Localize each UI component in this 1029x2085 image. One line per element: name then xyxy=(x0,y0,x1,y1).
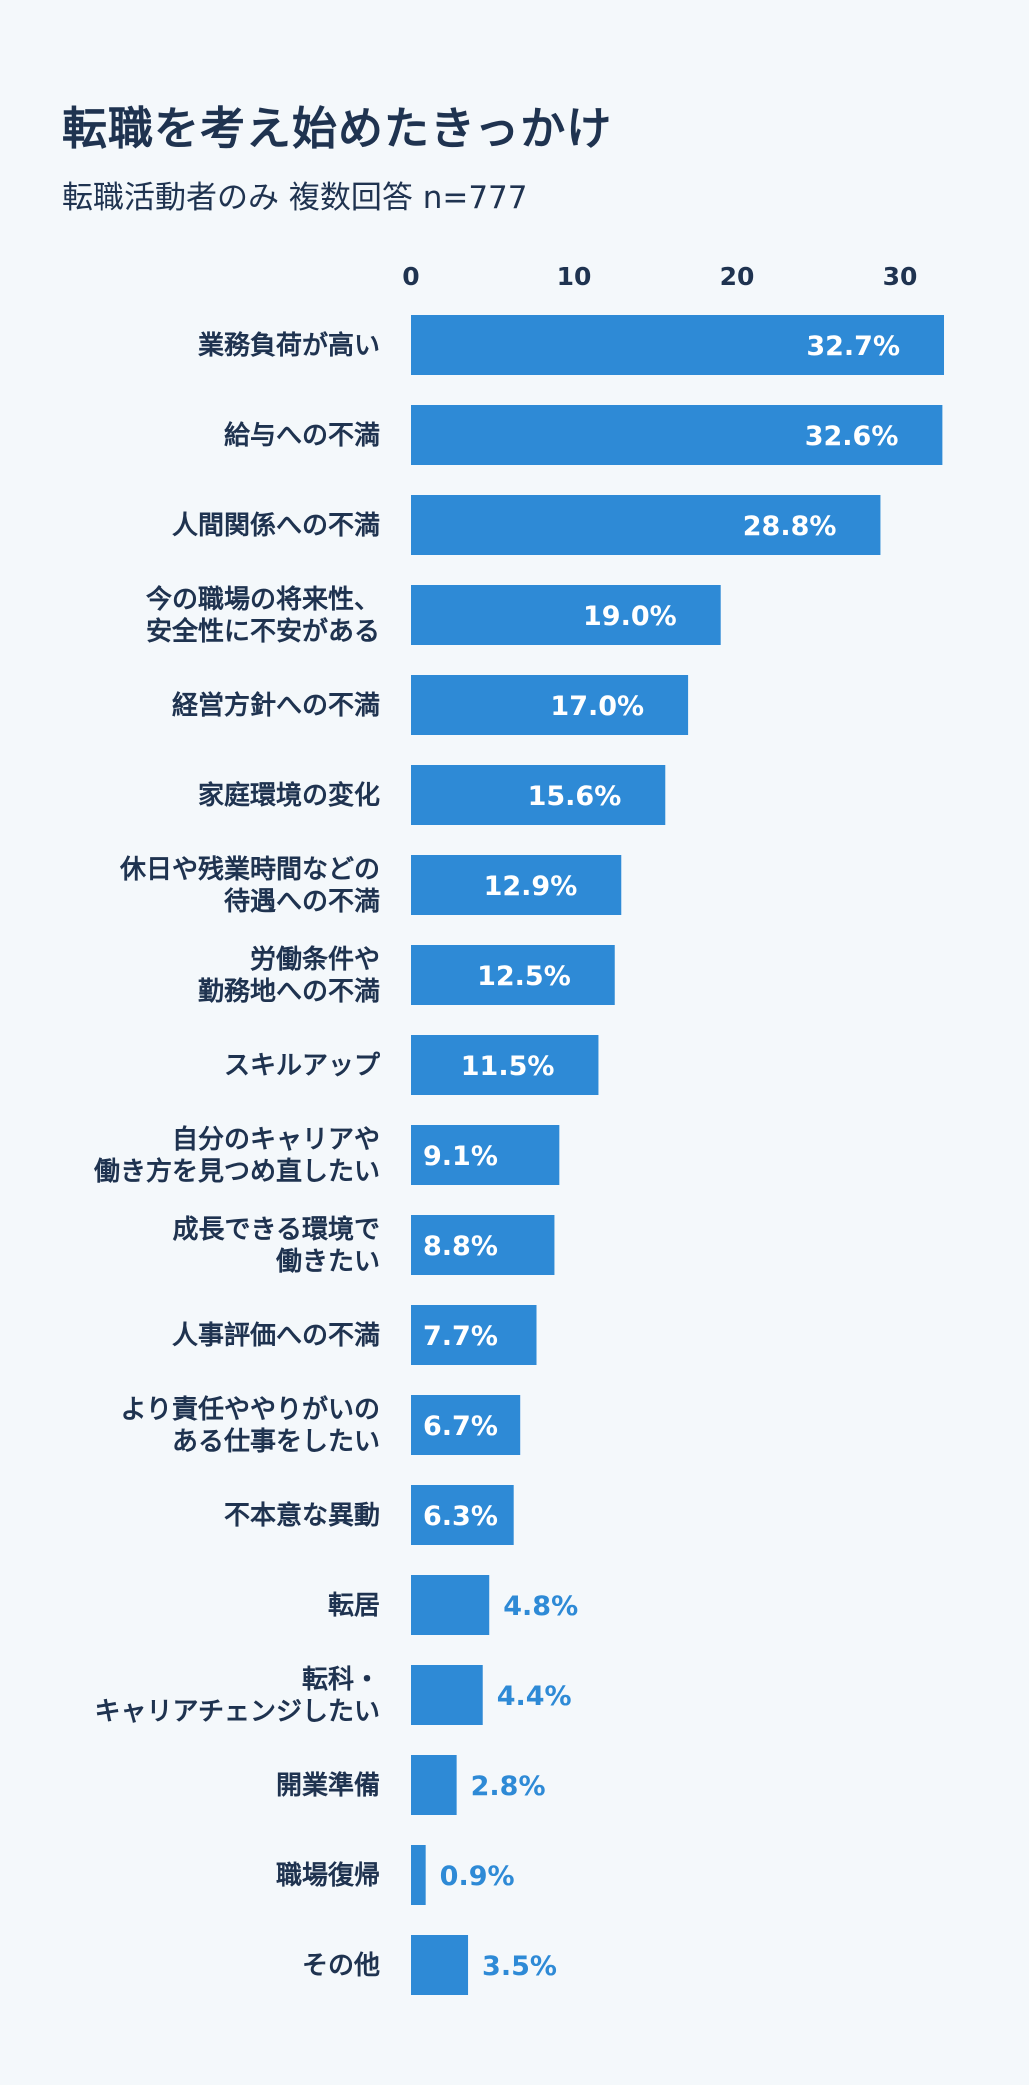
bar-19 xyxy=(411,1935,469,1995)
category-label: 働き方を見つめ直したい xyxy=(93,1156,380,1187)
bar-17 xyxy=(411,1755,457,1815)
data-label: 0.9% xyxy=(440,1861,515,1892)
category-label: 転居 xyxy=(328,1591,380,1621)
data-label: 12.5% xyxy=(477,961,571,992)
bar-18 xyxy=(411,1845,426,1905)
category-label: 休日や残業時間などの xyxy=(119,855,380,885)
bar-2 xyxy=(411,405,943,465)
category-label: その他 xyxy=(302,1951,380,1981)
x-tick-label: 10 xyxy=(557,262,592,291)
chart-title: 転職を考え始めたきっかけ xyxy=(62,102,613,155)
data-label: 6.7% xyxy=(423,1411,498,1442)
bar-5 xyxy=(411,675,689,735)
x-tick-label: 20 xyxy=(720,262,755,291)
category-label: 家庭環境の変化 xyxy=(198,780,380,811)
data-label: 28.8% xyxy=(743,511,837,542)
category-label: 成長できる環境で xyxy=(173,1214,380,1245)
category-label: 今の職場の将来性、 xyxy=(146,584,380,615)
data-label: 32.7% xyxy=(806,331,900,362)
bar-9 xyxy=(411,1035,599,1095)
data-label: 19.0% xyxy=(583,601,677,632)
category-label: 勤務地への不満 xyxy=(198,977,380,1007)
category-label: 働きたい xyxy=(275,1247,380,1277)
category-label: 業務負荷が高い xyxy=(198,330,380,361)
bar-7 xyxy=(411,855,622,915)
data-label: 15.6% xyxy=(528,781,622,812)
bar-4 xyxy=(411,585,721,645)
category-label: スキルアップ xyxy=(224,1051,381,1081)
bar-16 xyxy=(411,1665,483,1725)
bar-1 xyxy=(411,315,945,375)
category-label: ある仕事をしたい xyxy=(172,1427,380,1457)
chart-subtitle: 転職活動者のみ 複数回答 n=777 xyxy=(62,180,528,216)
category-label: 労働条件や xyxy=(250,945,380,975)
data-label: 32.6% xyxy=(805,421,899,452)
category-label: 不本意な異動 xyxy=(224,1500,380,1531)
category-label: 開業準備 xyxy=(276,1770,380,1801)
data-label: 7.7% xyxy=(423,1321,498,1352)
category-label: より責任ややりがいの xyxy=(121,1394,380,1425)
bar-13 xyxy=(411,1395,521,1455)
bar-3 xyxy=(411,495,881,555)
data-label: 2.8% xyxy=(471,1771,546,1802)
bar-11 xyxy=(411,1215,555,1275)
data-label: 3.5% xyxy=(482,1951,557,1982)
data-label: 8.8% xyxy=(423,1231,498,1262)
category-label: 給与への不満 xyxy=(224,420,380,451)
bar-6 xyxy=(411,765,666,825)
data-label: 4.8% xyxy=(503,1591,578,1622)
bar-8 xyxy=(411,945,615,1005)
bar-10 xyxy=(411,1125,560,1185)
category-label: 人事評価への不満 xyxy=(172,1320,380,1351)
x-tick-label: 30 xyxy=(883,262,918,291)
category-label: 待遇への不満 xyxy=(224,887,380,917)
data-label: 4.4% xyxy=(497,1681,572,1712)
data-label: 11.5% xyxy=(461,1051,555,1082)
bar-14 xyxy=(411,1485,514,1545)
bar-12 xyxy=(411,1305,537,1365)
category-label: 安全性に不安がある xyxy=(146,616,380,647)
category-label: 転科・ xyxy=(302,1665,380,1695)
data-label: 6.3% xyxy=(423,1501,498,1532)
category-label: キャリアチェンジしたい xyxy=(95,1697,380,1727)
data-label: 17.0% xyxy=(550,691,644,722)
bar-15 xyxy=(411,1575,490,1635)
category-label: 自分のキャリアや xyxy=(172,1124,380,1155)
x-tick-label: 0 xyxy=(402,262,419,291)
category-label: 人間関係への不満 xyxy=(172,511,380,541)
category-label: 経営方針への不満 xyxy=(172,690,380,721)
data-label: 12.9% xyxy=(484,871,578,902)
category-label: 職場復帰 xyxy=(276,1860,380,1891)
data-label: 9.1% xyxy=(423,1141,498,1172)
